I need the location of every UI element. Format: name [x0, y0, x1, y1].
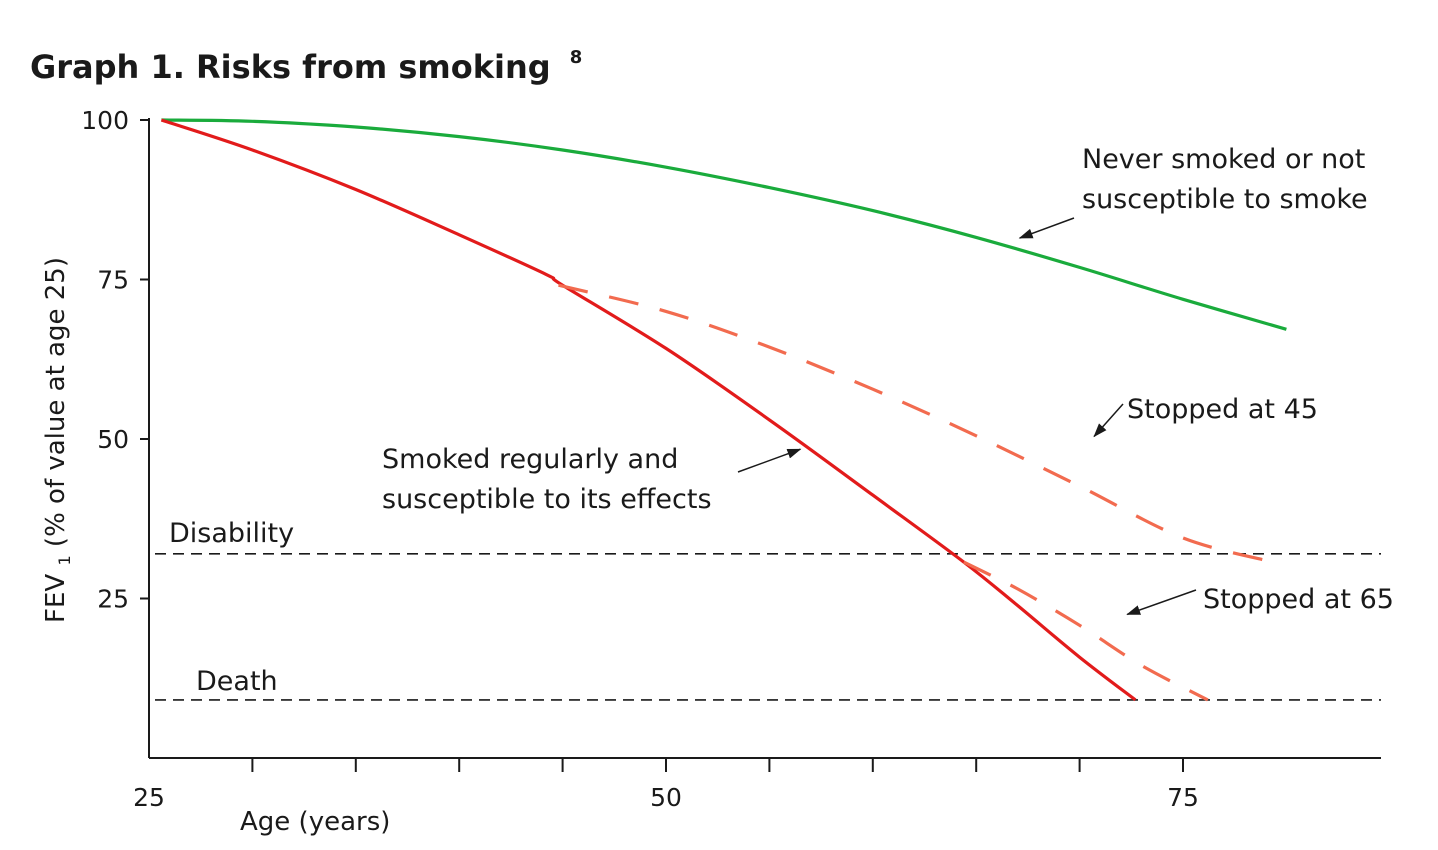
annotation-never-text: Never smoked or not susceptible to smoke [1082, 144, 1368, 215]
chart-title-text: Graph 1. Risks from smoking [30, 48, 551, 86]
annotation-never-line-2: susceptible to smoke [1082, 184, 1368, 215]
y-tick-label-75: 75 [97, 266, 129, 295]
death-label: Death [196, 666, 278, 697]
annotation-stopped45-text: Stopped at 45 [1127, 394, 1318, 425]
series-line-smoked [160, 118, 1137, 702]
annotation-smoked-line-1: Smoked regularly and [382, 444, 678, 475]
reference-lines: Disability Death [155, 518, 1381, 701]
series-line-stopped45 [558, 283, 1277, 565]
disability-label: Disability [169, 518, 294, 549]
y-axis-label-subscript: 1 [55, 555, 74, 565]
x-axis-label: Age (years) [240, 807, 390, 837]
annotations: Never smoked or not susceptible to smoke S… [382, 144, 1394, 616]
chart-title: Graph 1. Risks from smoking 8 [30, 47, 582, 86]
annotation-smoked-text: Smoked regularly and susceptible to its e… [382, 444, 712, 515]
series-layer [160, 118, 1287, 702]
axes: 25 50 75 100 25 50 75 [81, 106, 1381, 812]
annotation-stopped65-line-1: Stopped at 65 [1203, 584, 1394, 615]
y-tick-label-50: 50 [97, 425, 129, 454]
annotation-stopped65-arrow [1126, 589, 1197, 616]
y-axis-label-main: FEV [41, 574, 71, 623]
chart-title-superscript: 8 [570, 47, 583, 68]
series-line-never [161, 118, 1287, 331]
annotation-never-arrow [1018, 217, 1075, 239]
annotation-smoked-arrow [737, 448, 802, 473]
annotation-smoked-line-2: susceptible to its effects [382, 484, 712, 515]
series-line-stopped65 [963, 560, 1209, 702]
y-tick-label-25: 25 [97, 585, 129, 614]
x-tick-label-25: 25 [133, 783, 165, 812]
annotation-never-line-1: Never smoked or not [1082, 144, 1365, 175]
annotation-stopped45-line-1: Stopped at 45 [1127, 394, 1318, 425]
annotation-stopped65-text: Stopped at 65 [1203, 584, 1394, 615]
annotation-stopped45-arrow [1093, 403, 1124, 438]
x-tick-label-50: 50 [650, 783, 682, 812]
y-axis-label-rest: (% of value at age 25) [41, 257, 71, 547]
y-axis-label: FEV 1 (% of value at age 25) [41, 257, 77, 623]
y-tick-label-100: 100 [81, 106, 129, 135]
x-tick-label-75: 75 [1167, 783, 1199, 812]
